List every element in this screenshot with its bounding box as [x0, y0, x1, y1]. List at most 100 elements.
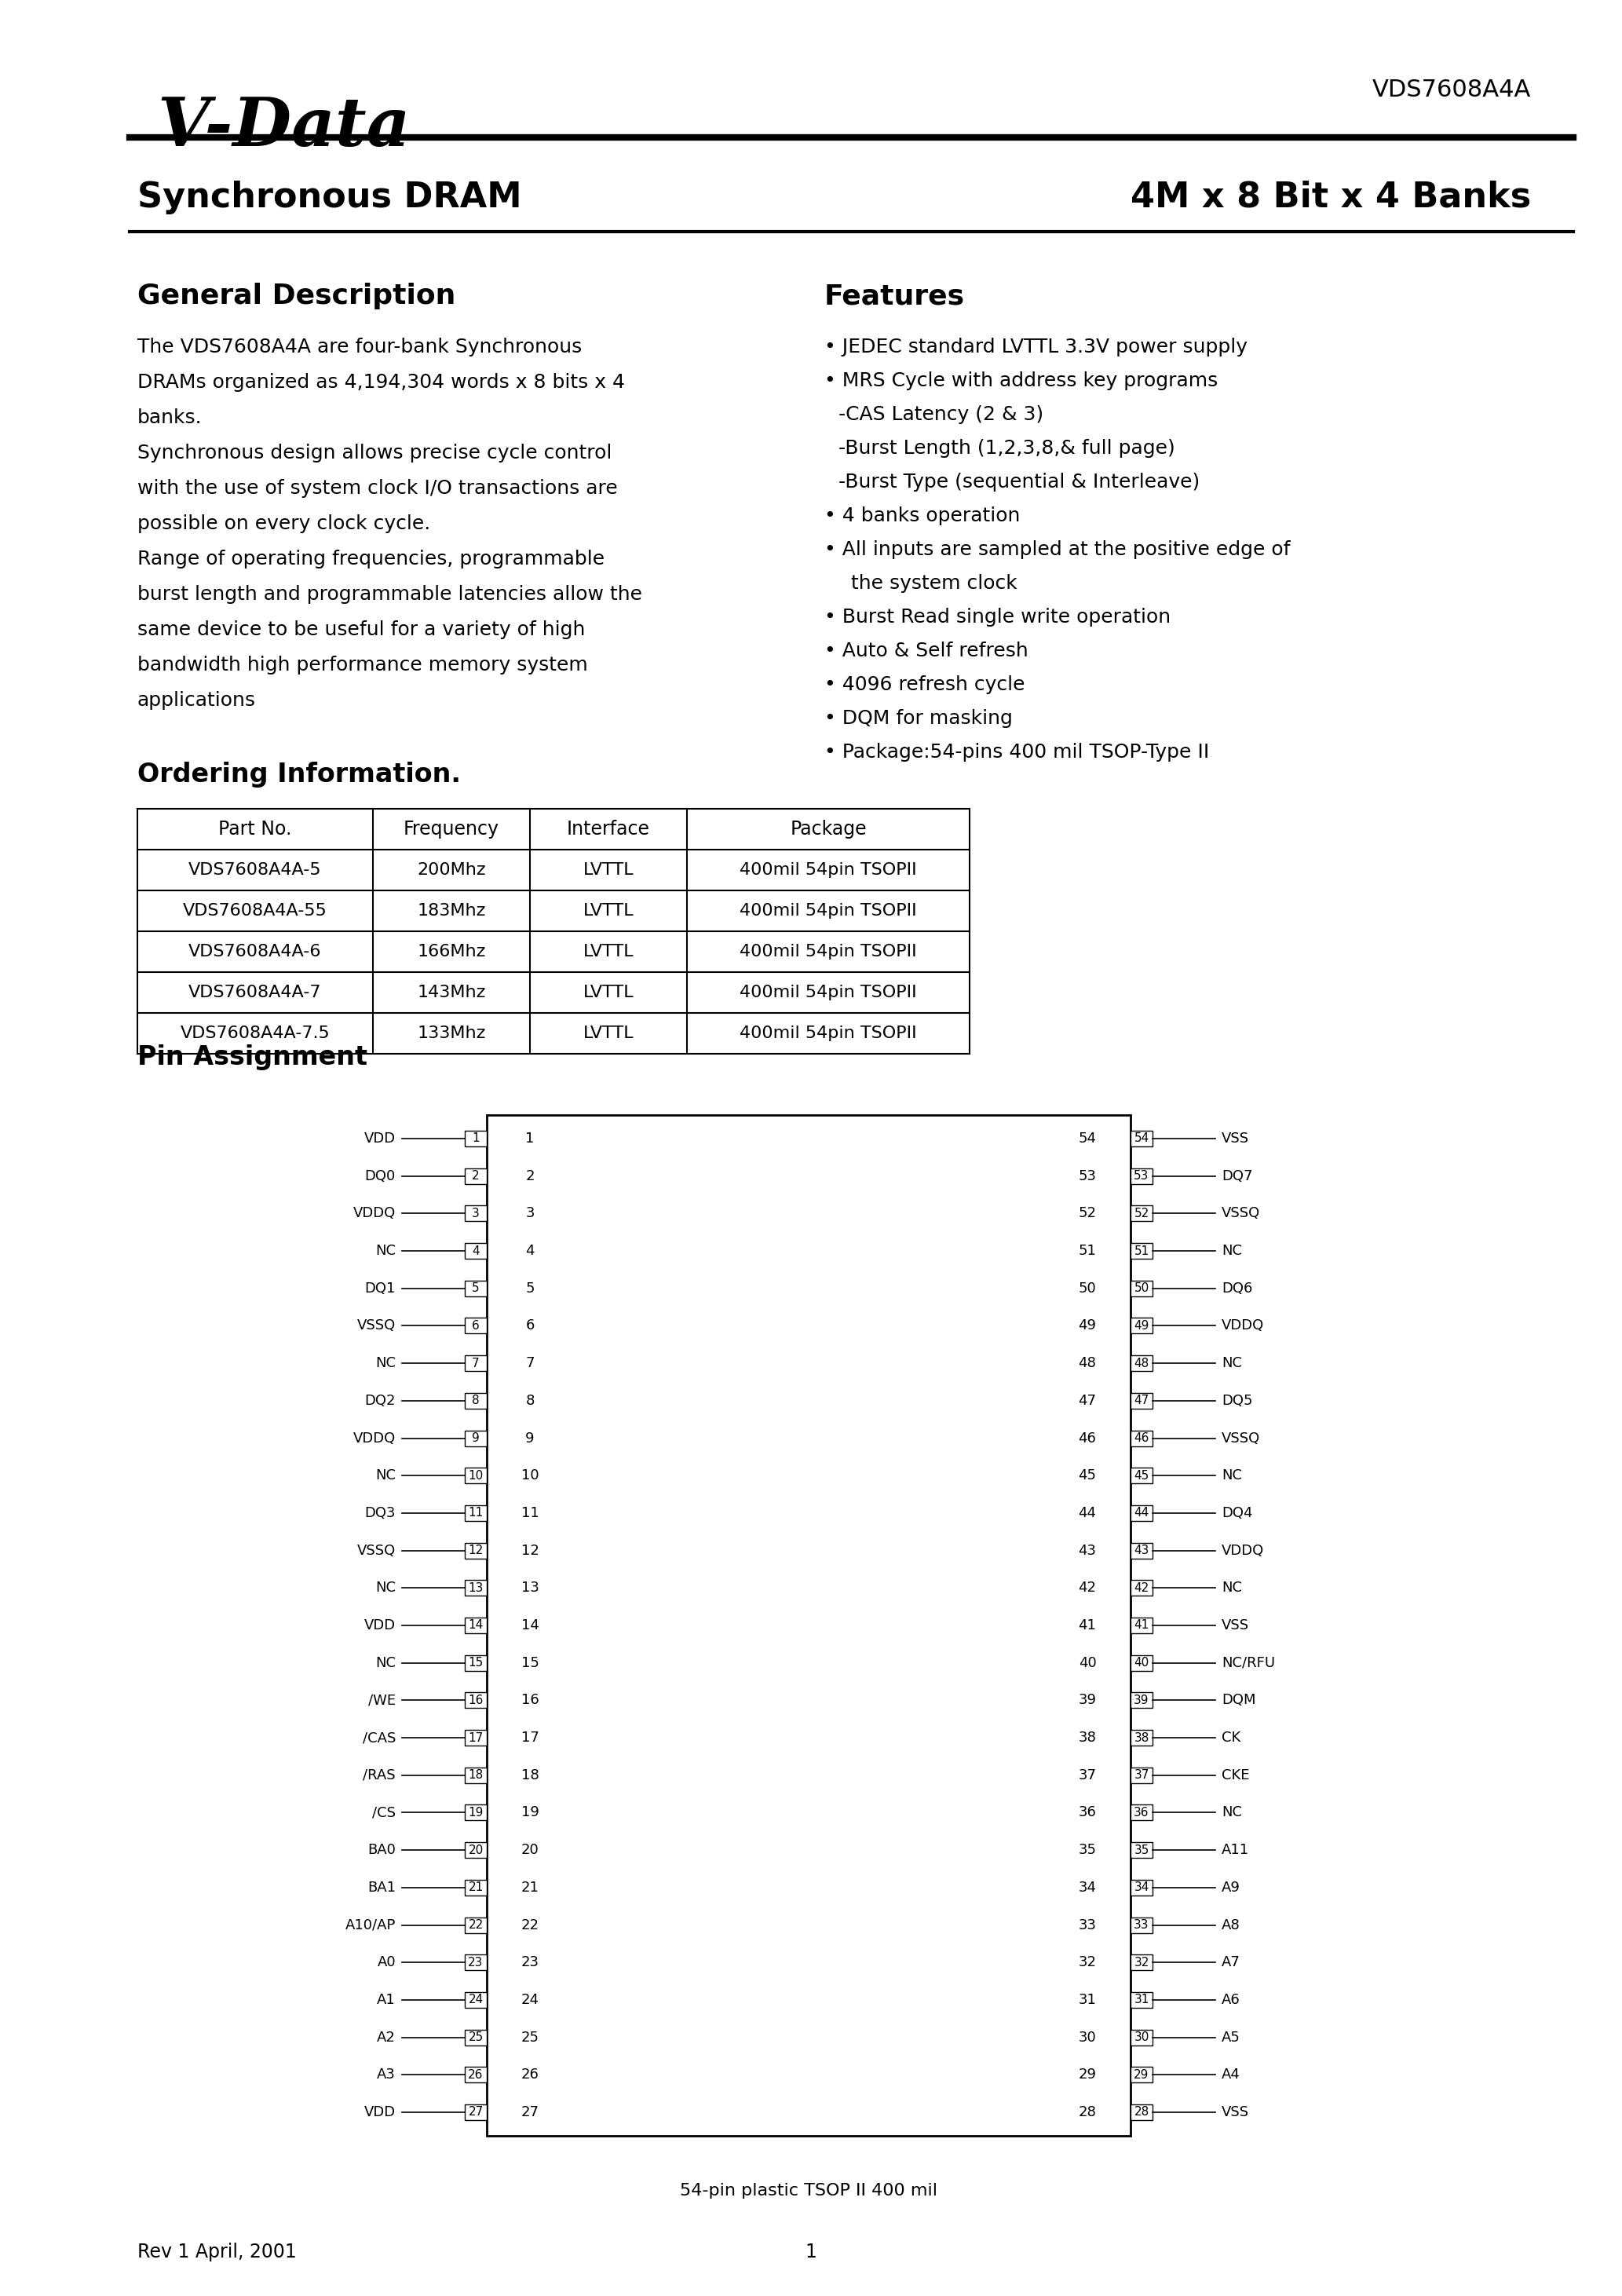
Text: 42: 42: [1079, 1582, 1096, 1596]
Bar: [1131, 1430, 1153, 1446]
Text: VSSQ: VSSQ: [357, 1543, 396, 1557]
Text: 54-pin plastic TSOP II 400 mil: 54-pin plastic TSOP II 400 mil: [680, 2183, 938, 2200]
Text: 30: 30: [1134, 2032, 1148, 2043]
Text: 46: 46: [1079, 1430, 1096, 1444]
Text: 29: 29: [1134, 2069, 1148, 2080]
Text: A7: A7: [1221, 1956, 1241, 1970]
Text: 20: 20: [469, 1844, 483, 1855]
Text: DQ3: DQ3: [365, 1506, 396, 1520]
Text: 6: 6: [526, 1318, 534, 1334]
Text: 33: 33: [1134, 1919, 1148, 1931]
Text: 45: 45: [1134, 1469, 1148, 1481]
Text: NC: NC: [375, 1655, 396, 1669]
Bar: [1131, 1954, 1153, 1970]
Text: the system clock: the system clock: [839, 574, 1017, 592]
Text: VDD: VDD: [365, 2105, 396, 2119]
Text: 53: 53: [1134, 1171, 1148, 1182]
Text: 400mil 54pin TSOPII: 400mil 54pin TSOPII: [740, 944, 916, 960]
Text: 5: 5: [526, 1281, 535, 1295]
Text: 21: 21: [521, 1880, 539, 1894]
Text: 47: 47: [1079, 1394, 1096, 1407]
Text: 23: 23: [469, 1956, 483, 1968]
Bar: [466, 1619, 487, 1632]
Bar: [1131, 1729, 1153, 1745]
Text: 48: 48: [1134, 1357, 1148, 1368]
Text: 1: 1: [472, 1132, 480, 1143]
Text: DRAMs organized as 4,194,304 words x 8 bits x 4: DRAMs organized as 4,194,304 words x 8 b…: [138, 372, 624, 393]
Bar: [1131, 1917, 1153, 1933]
Text: 21: 21: [469, 1883, 483, 1894]
Text: VSS: VSS: [1221, 2105, 1249, 2119]
Bar: [1131, 1619, 1153, 1632]
Text: CKE: CKE: [1221, 1768, 1249, 1782]
Text: Rev 1 April, 2001: Rev 1 April, 2001: [138, 2243, 297, 2262]
Text: 4M x 8 Bit x 4 Banks: 4M x 8 Bit x 4 Banks: [1131, 181, 1531, 214]
Text: 7: 7: [526, 1357, 535, 1371]
Text: Synchronous design allows precise cycle control: Synchronous design allows precise cycle …: [138, 443, 611, 461]
Text: VDDQ: VDDQ: [1221, 1318, 1264, 1334]
Text: DQM: DQM: [1221, 1692, 1255, 1708]
Text: NC: NC: [375, 1582, 396, 1596]
Text: 20: 20: [521, 1844, 539, 1857]
Text: 1: 1: [526, 1132, 534, 1146]
Bar: [466, 1281, 487, 1297]
Text: Pin Assignment: Pin Assignment: [138, 1045, 368, 1070]
Text: 6: 6: [472, 1320, 480, 1332]
Bar: [466, 1169, 487, 1185]
Text: 51: 51: [1079, 1244, 1096, 1258]
Text: 3: 3: [526, 1205, 535, 1221]
Text: 11: 11: [469, 1506, 483, 1520]
Text: NC/RFU: NC/RFU: [1221, 1655, 1275, 1669]
Text: 18: 18: [521, 1768, 539, 1782]
Text: • 4 banks operation: • 4 banks operation: [824, 507, 1020, 526]
Text: 34: 34: [1134, 1883, 1148, 1894]
Bar: [1131, 1130, 1153, 1146]
Text: A3: A3: [376, 2069, 396, 2082]
Text: 37: 37: [1079, 1768, 1096, 1782]
Text: 133Mhz: 133Mhz: [417, 1026, 485, 1040]
Text: 2: 2: [526, 1169, 535, 1182]
Text: 166Mhz: 166Mhz: [417, 944, 485, 960]
Text: A0: A0: [378, 1956, 396, 1970]
Text: 17: 17: [521, 1731, 539, 1745]
Text: 32: 32: [1134, 1956, 1148, 1968]
Bar: [1131, 2066, 1153, 2082]
Text: 14: 14: [521, 1619, 539, 1632]
Bar: [1131, 1467, 1153, 1483]
Text: same device to be useful for a variety of high: same device to be useful for a variety o…: [138, 620, 586, 638]
Text: /RAS: /RAS: [363, 1768, 396, 1782]
Text: 28: 28: [1134, 2105, 1148, 2119]
Text: 40: 40: [1134, 1658, 1148, 1669]
Text: 51: 51: [1134, 1244, 1148, 1256]
Text: 15: 15: [469, 1658, 483, 1669]
Text: with the use of system clock I/O transactions are: with the use of system clock I/O transac…: [138, 480, 618, 498]
Text: 38: 38: [1079, 1731, 1096, 1745]
Bar: [1131, 1692, 1153, 1708]
Text: -Burst Length (1,2,3,8,& full page): -Burst Length (1,2,3,8,& full page): [839, 439, 1174, 457]
Text: 49: 49: [1079, 1318, 1096, 1334]
Bar: [1131, 1205, 1153, 1221]
Text: VDS7608A4A: VDS7608A4A: [1372, 78, 1531, 101]
Text: 10: 10: [521, 1469, 539, 1483]
Text: 4: 4: [472, 1244, 480, 1256]
Text: A4: A4: [1221, 2069, 1241, 2082]
Text: NC: NC: [375, 1357, 396, 1371]
Text: 16: 16: [469, 1694, 483, 1706]
Text: 400mil 54pin TSOPII: 400mil 54pin TSOPII: [740, 985, 916, 1001]
Bar: [466, 1394, 487, 1407]
Text: 44: 44: [1079, 1506, 1096, 1520]
Text: 183Mhz: 183Mhz: [417, 902, 485, 918]
Bar: [466, 1318, 487, 1334]
Text: 37: 37: [1134, 1770, 1148, 1782]
Text: 42: 42: [1134, 1582, 1148, 1593]
Text: 27: 27: [469, 2105, 483, 2119]
Text: 1: 1: [805, 2243, 817, 2262]
Text: 45: 45: [1079, 1469, 1096, 1483]
Text: bandwidth high performance memory system: bandwidth high performance memory system: [138, 657, 587, 675]
Bar: [1131, 2105, 1153, 2119]
Text: -Burst Type (sequential & Interleave): -Burst Type (sequential & Interleave): [839, 473, 1200, 491]
Text: A1: A1: [376, 1993, 396, 2007]
Text: NC: NC: [1221, 1357, 1242, 1371]
Bar: [466, 1954, 487, 1970]
Text: 400mil 54pin TSOPII: 400mil 54pin TSOPII: [740, 902, 916, 918]
